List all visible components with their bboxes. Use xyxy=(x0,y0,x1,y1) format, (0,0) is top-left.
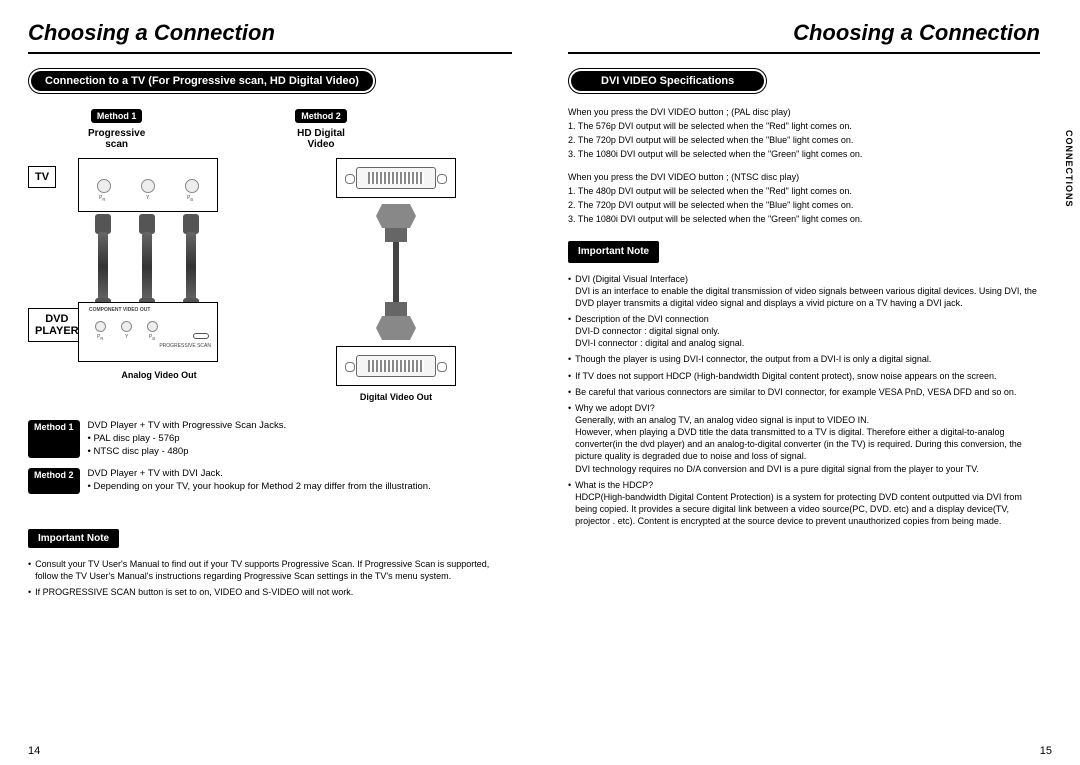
b6d: DVI technology requires no D/A conversio… xyxy=(575,463,1040,475)
b7a: What is the HDCP? xyxy=(575,479,1040,491)
method-tags-row: Method 1 Progressive scan Method 2 HD Di… xyxy=(88,106,512,150)
dvd-jack-pr xyxy=(95,321,106,332)
progressive-title: Progressive scan xyxy=(88,128,145,150)
dvi-spec-pill: DVI VIDEO Specifications xyxy=(571,71,764,91)
jack-pb xyxy=(185,179,199,193)
b4: If TV does not support HDCP (High-bandwi… xyxy=(575,370,996,382)
dvd-box: COMPONENT VIDEO OUT PR Y PB PROGRESSIVE … xyxy=(78,302,218,362)
ntsc-3: 3. The 1080i DVI output will be selected… xyxy=(568,213,1040,225)
method-descriptions: Method 1 DVD Player + TV with Progressiv… xyxy=(28,420,512,494)
prog-scan-label: PROGRESSIVE SCAN xyxy=(159,343,211,349)
page-title-right: Choosing a Connection xyxy=(568,20,1040,46)
method1-desc: DVD Player + TV with Progressive Scan Ja… xyxy=(88,420,513,433)
method1-desc-tag: Method 1 xyxy=(28,420,80,458)
important-note-label-left: Important Note xyxy=(28,529,119,548)
jack-y xyxy=(141,179,155,193)
b1b: DVI is an interface to enable the digita… xyxy=(575,285,1040,309)
dvd-jack-pb xyxy=(147,321,158,332)
important-note-label-right: Important Note xyxy=(568,241,659,263)
dvi-plug-top xyxy=(376,204,416,228)
b7b: HDCP(High-bandwidth Digital Content Prot… xyxy=(575,491,1040,527)
digital-caption: Digital Video Out xyxy=(280,392,512,402)
page-number-left: 14 xyxy=(28,745,40,757)
section-header-right: DVI VIDEO Specifications xyxy=(568,68,1040,94)
right-body: When you press the DVI VIDEO button ; (P… xyxy=(568,106,1040,527)
pal-2: 2. The 720p DVI output will be selected … xyxy=(568,134,1040,146)
connection-header-pill: Connection to a TV (For Progressive scan… xyxy=(31,71,373,91)
diagram-dvi: Digital Video Out xyxy=(280,158,512,402)
dvi-cable xyxy=(393,242,399,302)
method1-desc-b: • NTSC disc play - 480p xyxy=(88,446,513,459)
dvi-tv-box xyxy=(336,158,456,198)
b6b: Generally, with an analog TV, an analog … xyxy=(575,414,1040,426)
prog-scan-switch xyxy=(193,333,209,339)
page-left: Choosing a Connection Connection to a TV… xyxy=(0,0,540,765)
method1-tag: Method 1 xyxy=(91,109,143,123)
method2-desc-a: • Depending on your TV, your hookup for … xyxy=(88,481,513,494)
method2-desc: DVD Player + TV with DVI Jack. xyxy=(88,468,513,481)
b3: Though the player is using DVI-I connect… xyxy=(575,353,931,365)
title-rule-left xyxy=(28,52,512,54)
ntsc-intro: When you press the DVI VIDEO button ; (N… xyxy=(568,171,1040,183)
diagram-row: TV PR Y PB xyxy=(28,158,512,402)
method1-desc-a: • PAL disc play - 576p xyxy=(88,433,513,446)
method2-tag: Method 2 xyxy=(295,109,347,123)
ntsc-1: 1. The 480p DVI output will be selected … xyxy=(568,185,1040,197)
section-header-left: Connection to a TV (For Progressive scan… xyxy=(28,68,512,94)
analog-caption: Analog Video Out xyxy=(58,370,260,380)
note-left-2: If PROGRESSIVE SCAN button is set to on,… xyxy=(35,586,353,598)
diagram-component: TV PR Y PB xyxy=(28,158,260,402)
pal-intro: When you press the DVI VIDEO button ; (P… xyxy=(568,106,1040,118)
page-title-left: Choosing a Connection xyxy=(28,20,512,46)
cable-3 xyxy=(186,232,196,302)
cable-1 xyxy=(98,232,108,302)
dvd-label: DVD PLAYER xyxy=(28,308,86,342)
dvd-jack-y xyxy=(121,321,132,332)
pal-1: 1. The 576p DVI output will be selected … xyxy=(568,120,1040,132)
page-right: Choosing a Connection CONNECTIONS DVI VI… xyxy=(540,0,1080,765)
b2c: DVI-I connector : digital and analog sig… xyxy=(575,337,744,349)
plug-top-1 xyxy=(95,214,111,234)
tv-label: TV xyxy=(28,166,56,188)
dvi-dvd-box xyxy=(336,346,456,386)
b2b: DVI-D connector : digital signal only. xyxy=(575,325,744,337)
ntsc-2: 2. The 720p DVI output will be selected … xyxy=(568,199,1040,211)
b6c: However, when playing a DVD title the da… xyxy=(575,426,1040,462)
title-rule-right xyxy=(568,52,1040,54)
dvi-port-dvd xyxy=(356,355,436,377)
plug-top-2 xyxy=(139,214,155,234)
dvi-plug-bottom xyxy=(376,316,416,340)
plug-top-3 xyxy=(183,214,199,234)
method2-desc-tag: Method 2 xyxy=(28,468,80,494)
component-out-label: COMPONENT VIDEO OUT xyxy=(89,307,150,313)
b2a: Description of the DVI connection xyxy=(575,313,744,325)
note-left-1: Consult your TV User's Manual to find ou… xyxy=(35,558,512,582)
pal-3: 3. The 1080i DVI output will be selected… xyxy=(568,148,1040,160)
tv-box: PR Y PB xyxy=(78,158,218,212)
dvi-port-tv xyxy=(356,167,436,189)
page-number-right: 15 xyxy=(1040,745,1052,757)
b6a: Why we adopt DVI? xyxy=(575,402,1040,414)
b1a: DVI (Digital Visual Interface) xyxy=(575,273,1040,285)
b5: Be careful that various connectors are s… xyxy=(575,386,1016,398)
side-tab-connections: CONNECTIONS xyxy=(1064,130,1074,208)
cable-2 xyxy=(142,232,152,302)
notes-left: •Consult your TV User's Manual to find o… xyxy=(28,558,512,598)
jack-pr xyxy=(97,179,111,193)
hd-title: HD Digital Video xyxy=(295,128,347,150)
